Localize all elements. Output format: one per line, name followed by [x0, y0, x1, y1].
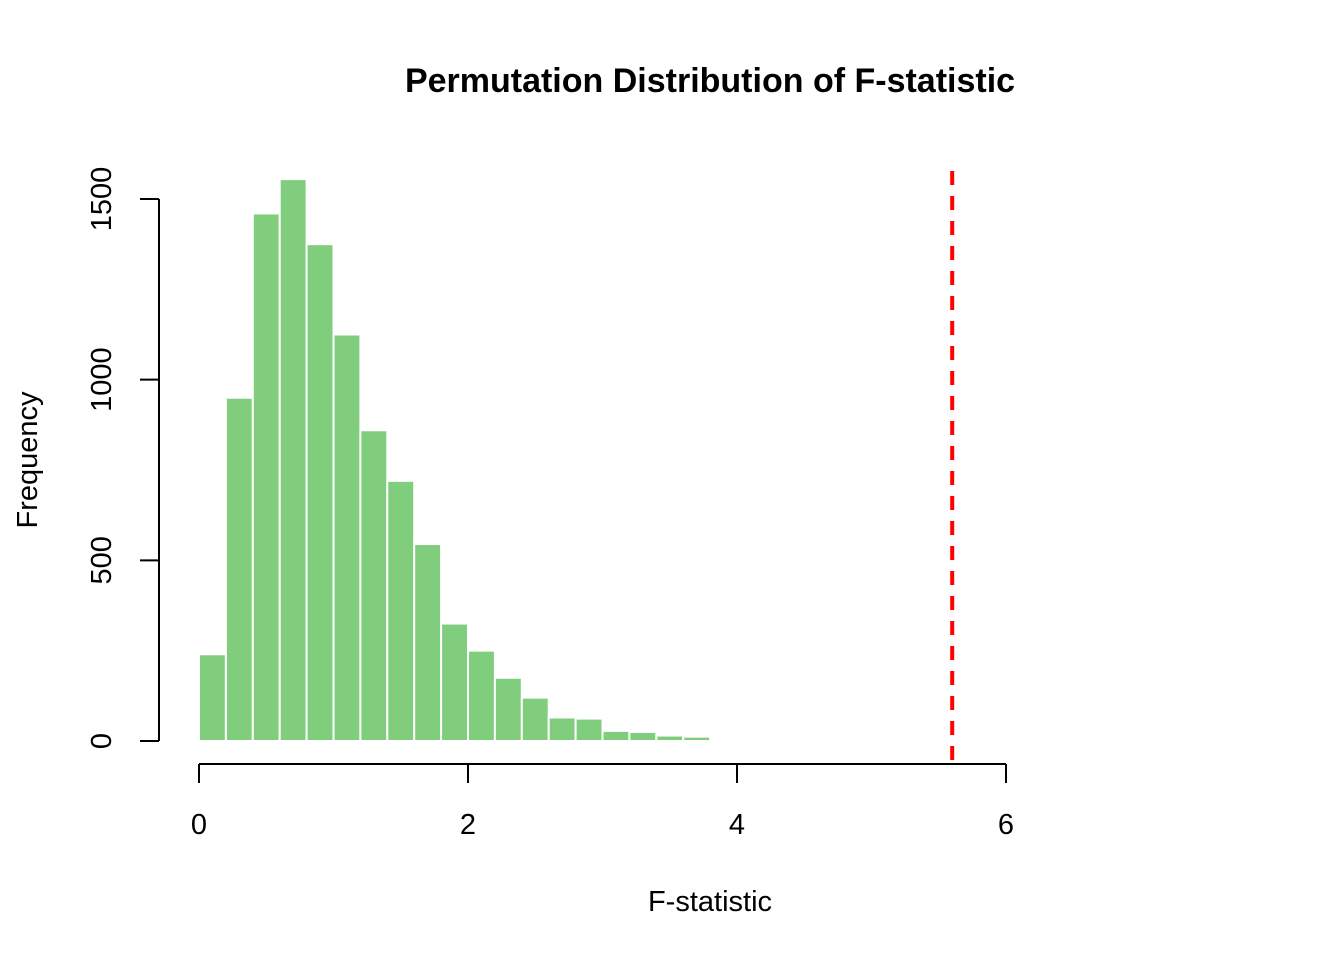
histogram-bar-19	[709, 738, 738, 742]
histogram-bar-5	[332, 333, 362, 742]
histogram-bar-8	[413, 543, 443, 742]
y-axis-label: Frequency	[12, 391, 44, 529]
x-tick-label-4: 4	[729, 809, 745, 841]
histogram-bar-10	[467, 649, 496, 742]
histogram-bar-4	[305, 243, 335, 742]
histogram-bar-13	[547, 716, 577, 743]
chart-title: Permutation Distribution of F-statistic	[405, 62, 1015, 100]
x-tick-label-2: 2	[460, 809, 476, 841]
x-tick-label-0: 0	[191, 809, 207, 841]
y-axis: 0 500 1000 1500	[86, 167, 160, 749]
histogram-bars	[198, 178, 765, 743]
histogram-bar-7	[386, 479, 416, 742]
y-tick-label-0: 0	[86, 733, 118, 749]
histogram-bar-16	[628, 730, 658, 742]
histogram-bar-18	[682, 735, 712, 742]
histogram-bar-17	[655, 734, 685, 743]
histogram-bar-12	[520, 696, 550, 743]
histogram-bar-0	[198, 653, 227, 743]
y-tick-label-1500: 1500	[86, 167, 118, 232]
x-axis: 0 2 4 6	[191, 763, 1014, 841]
histogram-bar-2	[251, 212, 281, 742]
histogram-bar-11	[493, 676, 523, 743]
histogram-bar-9	[440, 622, 470, 743]
histogram-bar-3	[278, 178, 308, 742]
histogram-bar-1	[224, 396, 254, 742]
histogram-bar-6	[359, 429, 389, 742]
x-axis-label: F-statistic	[648, 886, 772, 918]
x-tick-label-6: 6	[998, 809, 1014, 841]
y-tick-label-500: 500	[86, 536, 118, 584]
histogram-bar-15	[601, 729, 631, 743]
histogram-bar-20	[736, 738, 765, 742]
y-tick-label-1000: 1000	[86, 347, 118, 412]
histogram-bar-14	[574, 717, 604, 742]
